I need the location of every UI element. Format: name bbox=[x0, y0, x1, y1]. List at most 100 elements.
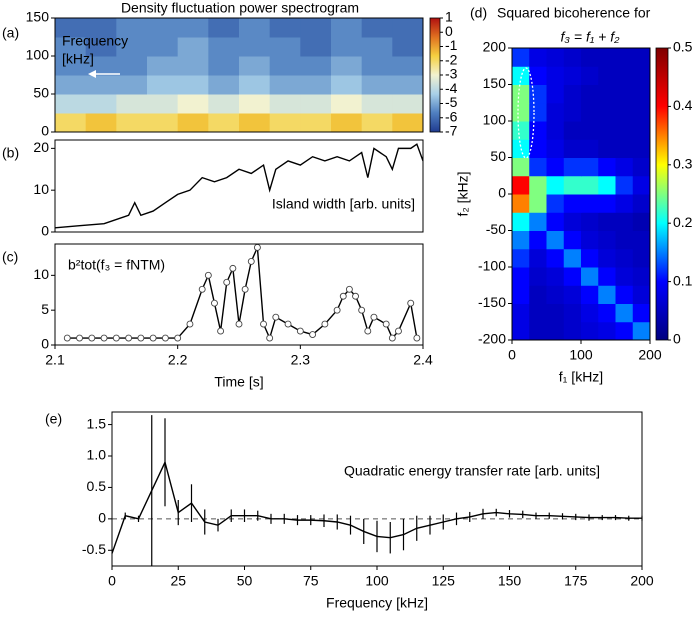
heat-cell bbox=[331, 37, 363, 57]
data-point bbox=[364, 327, 372, 335]
heat-cell bbox=[239, 37, 271, 57]
heat-cell bbox=[563, 175, 582, 195]
heat-cell bbox=[563, 248, 582, 268]
heat-cell bbox=[331, 56, 363, 76]
heat-cell bbox=[529, 121, 547, 140]
heat-cell bbox=[546, 157, 565, 177]
colorbar-tick-label: 0.1 bbox=[673, 272, 693, 288]
heat-cell bbox=[55, 37, 87, 57]
heat-cell bbox=[529, 321, 547, 341]
heat-cell bbox=[598, 303, 616, 323]
heat-cell bbox=[392, 94, 424, 114]
colorbar-tick-label: -1 bbox=[445, 37, 458, 53]
data-point bbox=[339, 292, 347, 300]
heat-cell bbox=[85, 75, 117, 95]
heat-cell bbox=[581, 230, 599, 250]
x-tick-label: 2.2 bbox=[168, 352, 188, 368]
heat-cell bbox=[529, 157, 547, 177]
heat-cell bbox=[529, 48, 547, 67]
y-tick-label: 1.0 bbox=[87, 447, 107, 463]
heat-cell bbox=[581, 285, 599, 304]
heat-cell bbox=[512, 267, 530, 286]
heat-cell bbox=[529, 285, 547, 304]
colorbar-tick-label: 0.3 bbox=[673, 156, 693, 172]
heat-cell bbox=[546, 194, 565, 213]
heat-cell bbox=[177, 113, 209, 133]
heat-cell bbox=[392, 113, 424, 133]
heat-cell bbox=[563, 230, 582, 250]
data-point bbox=[76, 334, 83, 342]
heat-cell bbox=[512, 66, 530, 85]
heat-cell bbox=[598, 84, 616, 104]
data-point bbox=[235, 320, 243, 328]
heat-cell bbox=[563, 194, 582, 213]
data-point bbox=[229, 264, 237, 272]
heat-cell bbox=[55, 18, 87, 38]
axes-frame bbox=[54, 243, 424, 346]
data-point bbox=[186, 320, 194, 328]
x-tick-label: 0 bbox=[508, 347, 516, 363]
y-tick-label: 150 bbox=[26, 9, 50, 25]
y-tick-label: 0 bbox=[41, 336, 49, 352]
x-tick-label: 25 bbox=[170, 573, 186, 589]
colorbar bbox=[655, 47, 669, 341]
data-point bbox=[223, 278, 231, 286]
heat-cell bbox=[615, 285, 634, 304]
heat-cell bbox=[147, 113, 179, 133]
heat-cell bbox=[239, 56, 271, 76]
data-point bbox=[296, 327, 304, 335]
heat-cell bbox=[269, 37, 301, 57]
heat-cell bbox=[208, 113, 240, 133]
heat-cell bbox=[147, 56, 179, 76]
heat-cell bbox=[512, 84, 530, 104]
heat-cell bbox=[300, 113, 332, 133]
heat-cell bbox=[581, 248, 599, 268]
heat-cell bbox=[55, 75, 87, 95]
y-tick-label: 0 bbox=[98, 510, 106, 526]
y-tick-label: 1.5 bbox=[87, 415, 107, 431]
panel-label: (e) bbox=[45, 411, 62, 427]
heat-cell bbox=[598, 102, 616, 122]
heat-cell bbox=[563, 48, 582, 67]
x-tick-label: 100 bbox=[365, 573, 389, 589]
heat-cell bbox=[512, 121, 530, 140]
heat-cell bbox=[581, 48, 599, 67]
heat-cell bbox=[581, 303, 599, 323]
chart-title: Squared bicoherence for bbox=[497, 5, 651, 21]
heat-cell bbox=[85, 56, 117, 76]
heat-cell bbox=[563, 321, 582, 341]
heat-cell bbox=[581, 139, 599, 158]
axes-frame bbox=[54, 17, 424, 133]
heat-cell bbox=[55, 56, 87, 76]
data-point bbox=[309, 331, 317, 339]
heat-cell bbox=[208, 18, 240, 38]
heat-cell bbox=[632, 212, 651, 231]
heat-cell bbox=[512, 248, 530, 268]
heat-cell bbox=[546, 248, 565, 268]
y-tick-label: 100 bbox=[26, 47, 50, 63]
heat-cell bbox=[177, 56, 209, 76]
heat-cell bbox=[512, 48, 530, 67]
heat-cell bbox=[392, 18, 424, 38]
data-point bbox=[253, 244, 261, 251]
data-line bbox=[67, 247, 418, 341]
heat-cell bbox=[529, 139, 547, 158]
x-tick-label: 2.3 bbox=[291, 352, 311, 368]
data-point bbox=[413, 334, 421, 342]
heat-cell bbox=[598, 48, 616, 67]
x-tick-label: 2.4 bbox=[413, 352, 433, 368]
heat-cell bbox=[361, 75, 393, 95]
x-tick-label: 175 bbox=[564, 573, 588, 589]
heat-cell bbox=[598, 230, 616, 250]
x-axis-label: Time [s] bbox=[214, 374, 263, 390]
heat-cell bbox=[208, 37, 240, 57]
heat-cell bbox=[239, 75, 271, 95]
heat-cell bbox=[512, 194, 530, 213]
heat-cell bbox=[85, 18, 117, 38]
heat-cell bbox=[632, 230, 651, 250]
panel-label: (c) bbox=[2, 249, 18, 265]
heat-cell bbox=[598, 121, 616, 140]
heat-cell bbox=[563, 157, 582, 177]
heat-cell bbox=[581, 175, 599, 195]
data-point bbox=[112, 334, 120, 342]
